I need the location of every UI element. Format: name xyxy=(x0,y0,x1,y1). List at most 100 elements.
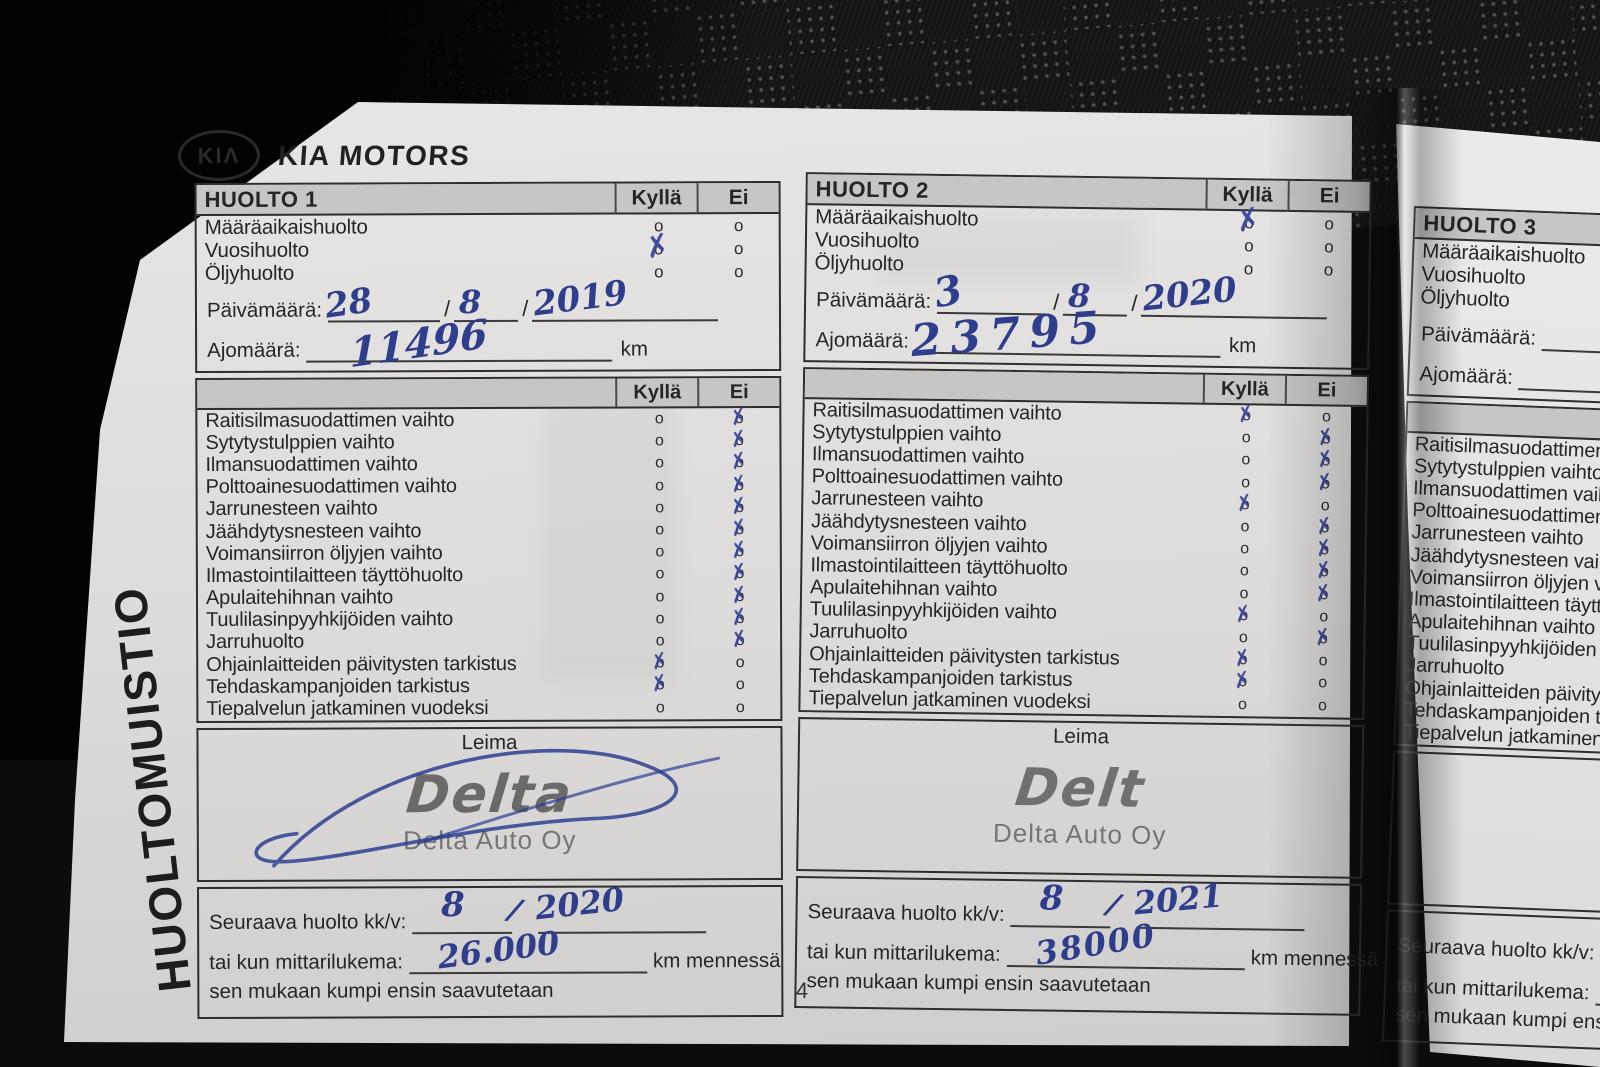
checklist-rows: Raitisilmasuodattimen vaihto Sytytystulp… xyxy=(800,399,1366,717)
kylla-mark xyxy=(620,478,700,494)
page-number: 4 xyxy=(795,978,809,1003)
ei-mark xyxy=(1284,564,1364,581)
kylla-column-header: Kyllä xyxy=(614,183,697,215)
ei-column-header: Ei xyxy=(1287,180,1370,213)
mileage-blank xyxy=(1518,366,1600,402)
ei-mark xyxy=(700,611,780,627)
checklist-item-label: Ohjainlaitteiden päivitysten tarkistus xyxy=(206,652,517,676)
ei-mark xyxy=(699,433,779,449)
ei-mark xyxy=(1283,653,1363,670)
ei-mark xyxy=(700,589,780,605)
mileage-blank xyxy=(306,337,613,363)
spacer xyxy=(197,379,615,408)
checklist-item-label: Tiepalvelun jatkaminen vuodeksi xyxy=(808,687,1091,714)
kylla-mark xyxy=(1202,696,1282,713)
checklist-item-label: Jarrunesteen vaihto xyxy=(205,497,378,521)
kylla-mark xyxy=(620,633,700,649)
checklist-box: Kyllä Ei Raitisilmasuodattimen vaihto Sy… xyxy=(195,375,783,723)
kylla-mark xyxy=(620,678,700,694)
service-type-label: Määräaikaishuolto xyxy=(204,214,368,239)
service-type-label: Öljyhuolto xyxy=(204,261,295,285)
ei-mark xyxy=(1283,675,1363,692)
mileage-label: Ajomäärä: xyxy=(207,338,301,362)
checklist-row: Voimansiirron öljyjen vaihto xyxy=(198,541,780,565)
service-type-row: Öljyhuolto xyxy=(197,260,779,285)
checklist-item-label: Sytytystulppien vaihto xyxy=(205,431,395,454)
kylla-mark xyxy=(1204,563,1284,580)
checklist-item-label: Tehdaskampanjoiden tarkistus xyxy=(206,674,470,698)
checklist-row: Raitisilmasuodattimen vaihto xyxy=(197,408,779,432)
whichever-label: sen mukaan kumpi ensin saavutetaan xyxy=(1394,1002,1600,1038)
dealer-stamp-logo: Delt xyxy=(1012,757,1149,820)
kylla-mark xyxy=(620,700,700,716)
checklist-item-label: Ilmastointilaitteen täyttöhuolto xyxy=(205,563,464,587)
spacer xyxy=(805,369,1203,403)
odometer-label: tai kun mittarilukema: xyxy=(806,939,1001,966)
brand-header: KIΛ KIA MOTORS xyxy=(177,129,472,182)
kylla-mark xyxy=(619,456,699,472)
whichever-line: sen mukaan kumpi ensin saavutetaan xyxy=(806,964,1348,1006)
ei-mark xyxy=(700,544,780,560)
stamp-label: Leima xyxy=(1052,724,1110,749)
ei-mark xyxy=(1284,586,1364,603)
kylla-mark xyxy=(1205,474,1285,491)
km-by-label: km mennessä xyxy=(1250,946,1379,971)
kylla-mark xyxy=(619,240,699,258)
checklist-row: Jarrunesteen vaihto xyxy=(198,497,780,521)
ei-column-header: Ei xyxy=(1284,375,1368,405)
service-table-huolto-1: HUOLTO 1 Kyllä Ei Määräaikaishuolto Vuos… xyxy=(194,180,784,1024)
date-day-blank xyxy=(328,298,441,323)
kylla-column-header: Kyllä xyxy=(1202,374,1286,404)
ei-mark xyxy=(1286,453,1366,470)
mileage-label: Ajomäärä: xyxy=(815,328,910,353)
service-type-row: Vuosihuolto xyxy=(197,237,779,262)
kylla-mark xyxy=(1204,607,1284,624)
next-service-label: Seuraava huolto kk/v: xyxy=(209,909,407,934)
date-label: Päivämäärä: xyxy=(815,288,932,313)
service-type-row: Määräaikaishuolto xyxy=(197,214,779,239)
date-separator: / xyxy=(522,295,529,321)
dealer-stamp-logo: Delta xyxy=(403,764,576,825)
mileage-line: Ajomäärä: km 23795 xyxy=(805,302,1368,368)
checklist-item-label: Raitisilmasuodattimen vaihto xyxy=(205,408,455,432)
checklist-row: Apulaitehihnan vaihto xyxy=(198,585,780,609)
kylla-mark xyxy=(1205,541,1285,558)
date-year-blank xyxy=(532,297,719,322)
dealer-stamp-name xyxy=(1394,788,1600,810)
stamp-box: Leima xyxy=(1387,750,1600,926)
kylla-mark xyxy=(1205,519,1285,536)
checklist-rows: Raitisilmasuodattimen vaihto Sytytystulp… xyxy=(197,408,780,721)
checklist-box: Kyllä Ei Raitisilmasuodattimen vaihto Sy… xyxy=(798,367,1370,720)
ei-mark xyxy=(1288,260,1368,279)
kylla-mark xyxy=(1208,259,1288,278)
ei-mark xyxy=(699,411,779,427)
date-month-blank xyxy=(1063,291,1128,317)
mileage-label: Ajomäärä: xyxy=(1419,362,1514,389)
ei-mark xyxy=(1284,609,1364,626)
checklist-row: Tiepalvelun jatkaminen vuodeksi xyxy=(198,696,780,720)
next-service-label: Seuraava huolto kk/v: xyxy=(807,899,1005,926)
checklist-item-label: Tiepalvelun jatkaminen vuodeksi xyxy=(206,697,489,721)
ei-mark xyxy=(1285,498,1365,515)
brand-name: KIA MOTORS xyxy=(276,139,472,171)
next-service-line: Seuraava huolto kk/v: 8 / 2020 xyxy=(209,880,771,935)
date-year-blank xyxy=(1141,292,1328,320)
checklist-item-label: Voimansiirron öljyjen vaihto xyxy=(205,541,443,565)
ei-mark xyxy=(700,566,780,582)
kylla-mark xyxy=(620,611,700,627)
kylla-mark xyxy=(1206,408,1286,425)
whichever-label: sen mukaan kumpi ensin saavutetaan xyxy=(209,978,554,1003)
service-info-box: HUOLTO 3 Kyllä Ei Määräaikaishuolto Vuos… xyxy=(1406,206,1600,418)
ei-mark xyxy=(700,677,780,693)
stamp-label: Leima xyxy=(461,730,518,754)
checklist-item-label: Tuulilasinpyyhkijöiden vaihto xyxy=(206,608,454,632)
kylla-mark xyxy=(1203,674,1283,691)
ei-mark xyxy=(700,633,780,649)
stamp-box: Leima Delta Delta Auto Oy xyxy=(196,725,783,882)
kylla-mark xyxy=(620,500,700,516)
checklist-item-label: Ilmansuodattimen vaihto xyxy=(205,453,418,476)
stamp-label: Leima xyxy=(1394,752,1600,800)
date-separator: / xyxy=(444,296,451,322)
odometer-line: tai kun mittarilukema: km mennessä 26.00… xyxy=(209,923,780,976)
ei-mark xyxy=(1283,631,1363,648)
